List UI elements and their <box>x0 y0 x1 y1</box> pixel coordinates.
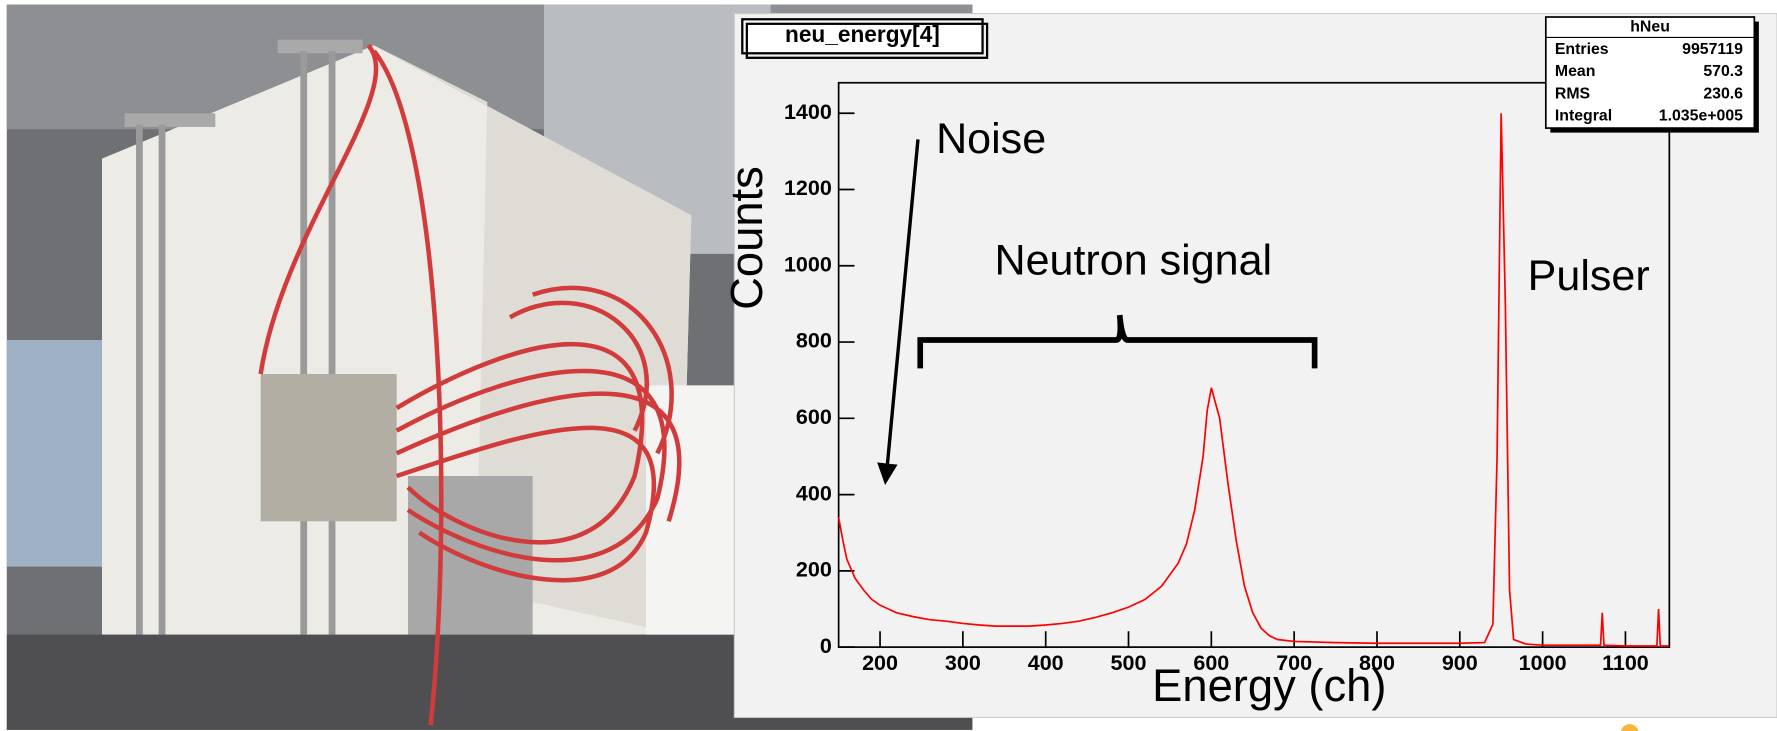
x-tick-label: 400 <box>1028 651 1064 675</box>
y-tick-label: 1000 <box>784 252 832 276</box>
stats-value: 570.3 <box>1703 63 1743 80</box>
y-tick-label: 200 <box>796 558 832 582</box>
plot-frame <box>837 81 1671 648</box>
stats-label: RMS <box>1555 85 1590 102</box>
x-tick-label: 1100 <box>1602 651 1649 675</box>
y-tick-label: 1400 <box>784 100 832 124</box>
stats-value: 1.035e+005 <box>1659 107 1743 124</box>
stats-label: Entries <box>1555 41 1609 58</box>
arrowhead <box>877 462 898 486</box>
x-tick-label: 700 <box>1276 651 1312 675</box>
stats-value: 230.6 <box>1703 85 1743 102</box>
stats-label: Mean <box>1555 63 1596 80</box>
x-tick-label: 500 <box>1111 651 1147 675</box>
stats-value: 9957119 <box>1682 41 1743 58</box>
y-tick-label: 800 <box>796 329 832 353</box>
x-tick-label: 1000 <box>1519 651 1567 675</box>
stats-label: Integral <box>1555 107 1612 124</box>
chart-title: neu_energy[4] <box>785 21 940 47</box>
y-tick-label: 0 <box>820 634 832 658</box>
x-tick-label: 300 <box>945 651 981 675</box>
stats-box <box>1544 16 1756 129</box>
x-axis-label: Energy (ch) <box>1152 660 1386 711</box>
annotation: Pulser <box>1528 252 1650 300</box>
stats-rows: Entries 9957119 Mean 570.3 RMS 230.6 Integral 1… <box>1555 41 1743 124</box>
histogram-line <box>837 113 1670 647</box>
annotation: Neutron signal <box>995 236 1273 284</box>
y-axis-label: Counts <box>721 166 772 310</box>
title-shadow <box>745 22 989 59</box>
x-tick-label: 900 <box>1442 651 1478 675</box>
y-tick-label: 600 <box>796 405 832 429</box>
annotation: Noise <box>936 115 1046 163</box>
y-tick-label: 1200 <box>784 176 832 200</box>
stats-title: hNeu <box>1630 18 1670 35</box>
x-tick-label: 800 <box>1359 651 1395 675</box>
x-tick-label: 200 <box>862 651 898 675</box>
y-tick-label: 400 <box>796 481 832 505</box>
arrow <box>885 139 920 465</box>
decoration <box>1620 724 1639 731</box>
x-tick-label: 600 <box>1193 651 1229 675</box>
